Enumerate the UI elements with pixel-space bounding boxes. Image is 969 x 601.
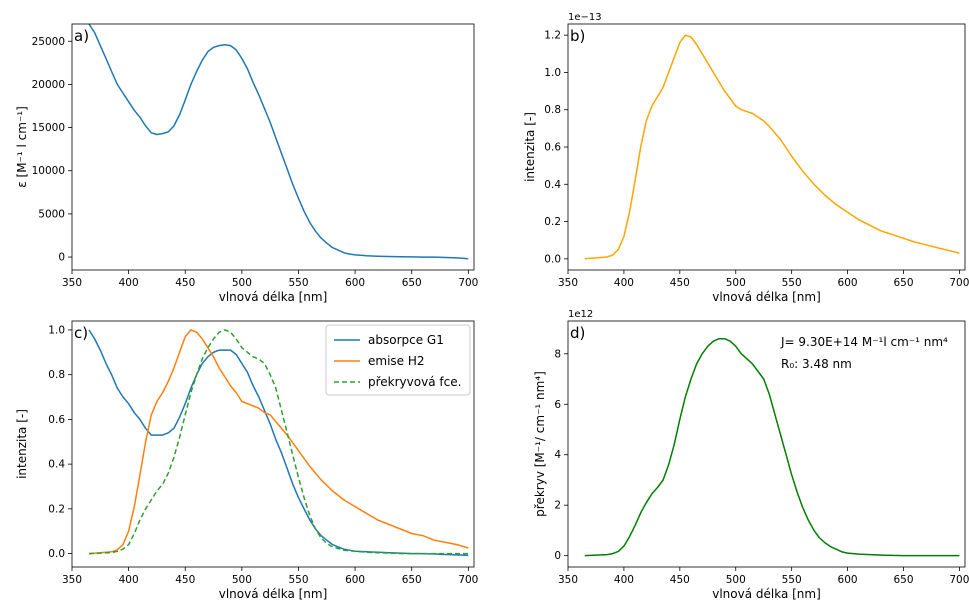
x-axis-label: vlnová délka [nm] bbox=[219, 587, 328, 601]
y-axis-label: ε [M⁻¹ l cm⁻¹] bbox=[15, 106, 29, 188]
series-line-1 bbox=[584, 337, 960, 557]
y-axis-label: intenzita [-] bbox=[523, 112, 537, 182]
x-tick-label: 700 bbox=[949, 574, 969, 586]
series-line-2 bbox=[88, 329, 469, 555]
y-tick-label: 0.6 bbox=[48, 414, 65, 426]
chart-panel-a: 350 400 450 500 550 600 650 700 0 5000 10000 15000 2… bbox=[15, 23, 478, 304]
y-tick-label: 0.2 bbox=[544, 216, 561, 228]
x-tick-label: 600 bbox=[838, 574, 858, 586]
x-tick-label: 550 bbox=[288, 277, 308, 289]
panel-label: b) bbox=[570, 27, 585, 45]
x-tick-label: 400 bbox=[614, 277, 634, 289]
y-tick-label: 8 bbox=[554, 348, 561, 360]
chart-panel-b: 350 400 450 500 550 600 650 700 0.0 0.2 0.4 0.6 0.8 1… bbox=[523, 12, 969, 304]
x-tick-label: 500 bbox=[726, 574, 746, 586]
panel-label: c) bbox=[74, 324, 88, 342]
x-tick-label: 700 bbox=[949, 277, 969, 289]
y-tick-label: 6 bbox=[554, 399, 561, 411]
x-tick-label: 550 bbox=[782, 574, 802, 586]
legend-label-3: překryvová fce. bbox=[368, 375, 461, 389]
x-tick-label: 350 bbox=[62, 574, 82, 586]
series-line-1 bbox=[88, 24, 469, 260]
y-tick-label: 4 bbox=[554, 449, 561, 461]
y-tick-label: 0.8 bbox=[48, 369, 65, 381]
series-group bbox=[88, 329, 469, 557]
y-tick-label: 2 bbox=[554, 500, 561, 512]
axis-offset-label: 1e12 bbox=[568, 309, 593, 320]
y-tick-label: 0 bbox=[58, 252, 65, 264]
x-tick-label: 650 bbox=[402, 277, 422, 289]
x-tick-label: 550 bbox=[782, 277, 802, 289]
x-tick-label: 650 bbox=[402, 574, 422, 586]
y-tick-label: 1.0 bbox=[544, 67, 561, 79]
y-tick-label: 0.4 bbox=[544, 179, 561, 191]
x-tick-label: 650 bbox=[893, 574, 913, 586]
x-tick-label: 400 bbox=[119, 277, 139, 289]
chart-panel-c: 350 400 450 500 550 600 650 700 0.0 0.2 0.4 0.6 0.8 1… bbox=[15, 320, 478, 601]
x-tick-label: 500 bbox=[232, 277, 252, 289]
x-axis-label: vlnová délka [nm] bbox=[712, 587, 821, 601]
x-tick-label: 450 bbox=[175, 277, 195, 289]
y-tick-label: 0.6 bbox=[544, 142, 561, 154]
y-tick-label: 1.2 bbox=[544, 30, 561, 42]
y-tick-label: 5000 bbox=[38, 208, 65, 220]
axis-offset-label: 1e−13 bbox=[568, 12, 602, 23]
y-tick-label: 15000 bbox=[32, 122, 65, 134]
x-tick-label: 700 bbox=[458, 277, 478, 289]
x-tick-label: 450 bbox=[670, 277, 690, 289]
x-tick-label: 700 bbox=[458, 574, 478, 586]
y-tick-label: 25000 bbox=[32, 36, 65, 48]
x-tick-label: 550 bbox=[288, 574, 308, 586]
y-tick-label: 1.0 bbox=[48, 324, 65, 336]
x-tick-label: 350 bbox=[558, 574, 578, 586]
y-tick-label: 0.2 bbox=[48, 503, 65, 515]
x-tick-label: 400 bbox=[614, 574, 634, 586]
series-group bbox=[584, 337, 960, 557]
chart-panel-d: 350 400 450 500 550 600 650 700 0 2 4 6 8 vlnová délk… bbox=[533, 309, 969, 601]
x-tick-label: 400 bbox=[119, 574, 139, 586]
series-line-1 bbox=[584, 34, 960, 260]
annotation-text-2: R₀: 3.48 nm bbox=[781, 357, 852, 371]
panel-label: d) bbox=[570, 324, 585, 342]
plot-frame bbox=[71, 320, 475, 568]
y-tick-label: 0.0 bbox=[48, 548, 65, 560]
y-axis-label: překryv [M⁻¹/ cm⁻¹ nm⁴] bbox=[533, 371, 547, 517]
y-tick-label: 0.4 bbox=[48, 459, 65, 471]
y-tick-label: 10000 bbox=[32, 165, 65, 177]
legend-box bbox=[325, 324, 471, 396]
plot-frame bbox=[567, 320, 966, 568]
x-tick-label: 450 bbox=[670, 574, 690, 586]
x-tick-label: 350 bbox=[558, 277, 578, 289]
plot-frame bbox=[71, 23, 475, 271]
x-axis-label: vlnová délka [nm] bbox=[712, 290, 821, 304]
y-tick-label: 0 bbox=[554, 550, 561, 562]
panel-label: a) bbox=[74, 27, 89, 45]
y-tick-label: 0.8 bbox=[544, 104, 561, 116]
series-group bbox=[584, 34, 960, 260]
x-tick-label: 600 bbox=[838, 277, 858, 289]
x-tick-label: 500 bbox=[232, 574, 252, 586]
x-tick-label: 600 bbox=[345, 574, 365, 586]
y-axis-label: intenzita [-] bbox=[15, 409, 29, 479]
y-tick-label: 0.0 bbox=[544, 253, 561, 265]
x-tick-label: 500 bbox=[726, 277, 746, 289]
y-tick-label: 20000 bbox=[32, 79, 65, 91]
x-tick-label: 600 bbox=[345, 277, 365, 289]
x-axis-label: vlnová délka [nm] bbox=[219, 290, 328, 304]
x-tick-label: 350 bbox=[62, 277, 82, 289]
plot-frame bbox=[567, 23, 966, 271]
legend-label-1: absorpce G1 bbox=[368, 333, 444, 347]
x-tick-label: 450 bbox=[175, 574, 195, 586]
x-tick-label: 650 bbox=[893, 277, 913, 289]
annotation-text-1: J= 9.30E+14 M⁻¹l cm⁻¹ nm⁴ bbox=[780, 335, 948, 349]
series-group bbox=[88, 24, 469, 260]
series-line-3 bbox=[88, 329, 469, 555]
legend-label-2: emise H2 bbox=[368, 354, 425, 368]
